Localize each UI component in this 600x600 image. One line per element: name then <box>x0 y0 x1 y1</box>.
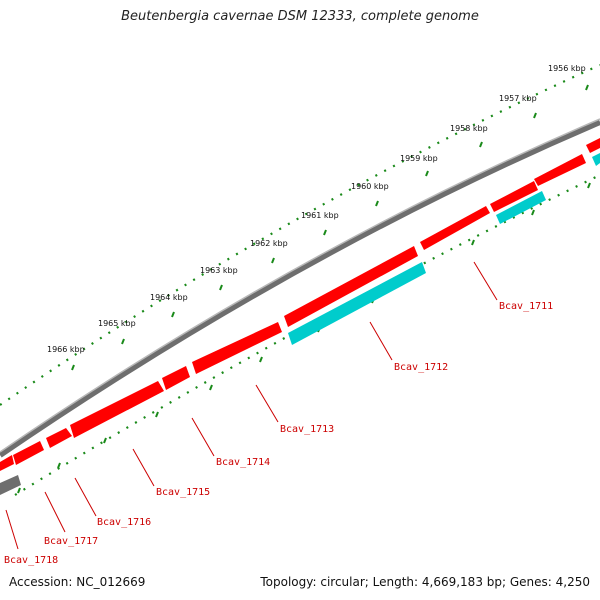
kbp-tick-label: 1959 kbp <box>400 154 438 163</box>
kbp-tick-label: 1958 kbp <box>450 124 488 133</box>
kbp-tick-mark <box>479 141 483 148</box>
kbp-tick-mark <box>271 257 275 264</box>
gene-arrow-fwd-e[interactable] <box>586 138 600 153</box>
inner-tick-mark <box>17 487 21 494</box>
kbp-tick-label: 1960 kbp <box>351 182 389 191</box>
reverse-genes <box>288 153 600 345</box>
label-leader-lines <box>5 261 498 550</box>
inner-tick-mark <box>587 182 591 189</box>
map-title: Beutenbergia cavernae DSM 12333, complet… <box>121 9 479 24</box>
gene-arrow-fwd-d[interactable] <box>534 154 586 186</box>
gene-arrow-bcav-1711[interactable] <box>496 191 546 224</box>
genome-backbone-highlight <box>0 118 600 453</box>
gene-arrow-grey[interactable] <box>0 475 21 495</box>
accession-text: Accession: NC_012669 <box>9 575 146 589</box>
gene-arrow-bcav-1714[interactable] <box>162 366 190 390</box>
gene-arrow-fwd-c[interactable] <box>490 181 538 212</box>
gene-arrow-bcav-1712[interactable] <box>288 262 426 345</box>
kbp-tick-label: 1962 kbp <box>250 239 288 248</box>
gene-arrow-bcav-1715[interactable] <box>70 381 164 438</box>
gene-arrow-bcav-1713[interactable] <box>192 322 282 374</box>
gene-arrow-bcav-1716[interactable] <box>46 428 72 448</box>
gene-label-bcav-1716[interactable]: Bcav_1716 <box>97 517 151 528</box>
kbp-tick-mark <box>585 84 589 91</box>
kbp-tick-mark <box>323 229 327 236</box>
kbp-tick-mark <box>425 170 429 177</box>
kbp-tick-label: 1961 kbp <box>301 211 339 220</box>
gene-arrow-fwd-b[interactable] <box>420 206 490 250</box>
gene-label-bcav-1717[interactable]: Bcav_1717 <box>44 536 98 547</box>
kbp-tick-label: 1966 kbp <box>47 345 85 354</box>
genome-backbone <box>0 119 600 458</box>
kbp-tick-label: 1957 kbp <box>499 94 537 103</box>
forward-genes <box>0 138 600 471</box>
inner-tick-mark <box>155 411 159 418</box>
kbp-tick-labels: 1956 kbp 1957 kbp 1958 kbp 1959 kbp 1960 kbp… <box>47 64 586 354</box>
gene-label-bcav-1718[interactable]: Bcav_1718 <box>4 555 58 566</box>
kbp-tick-mark <box>219 284 223 291</box>
inner-tick-mark <box>57 462 61 469</box>
kbp-tick-label: 1956 kbp <box>548 64 586 73</box>
kbp-tick-mark <box>71 364 75 371</box>
kbp-tick-mark <box>171 311 175 318</box>
gene-label-bcav-1713[interactable]: Bcav_1713 <box>280 424 334 435</box>
gene-label-bcav-1715[interactable]: Bcav_1715 <box>156 487 210 498</box>
gene-arrow-bcav-1717[interactable] <box>13 441 44 465</box>
gene-label-bcav-1714[interactable]: Bcav_1714 <box>216 457 270 468</box>
inner-tick-mark <box>531 209 535 216</box>
inner-tick-mark <box>471 239 475 246</box>
inner-tick-mark <box>209 384 213 391</box>
gene-label-bcav-1711[interactable]: Bcav_1711 <box>499 301 553 312</box>
gene-labels: Bcav_1711 Bcav_1712 Bcav_1713 Bcav_1714 … <box>4 301 553 566</box>
outer-dotted-ring <box>0 63 600 406</box>
gene-arrow-fwd-a[interactable] <box>284 246 418 327</box>
inner-tick-mark <box>259 356 263 363</box>
inner-tick-mark <box>103 437 107 444</box>
kbp-tick-mark <box>533 112 537 119</box>
kbp-tick-label: 1963 kbp <box>200 266 238 275</box>
topology-summary-text: Topology: circular; Length: 4,669,183 bp… <box>260 575 590 589</box>
gene-arrow-rev-edge[interactable] <box>592 153 600 166</box>
kbp-tick-label: 1965 kbp <box>98 319 136 328</box>
gene-label-bcav-1712[interactable]: Bcav_1712 <box>394 362 448 373</box>
kbp-tick-marks <box>71 84 589 371</box>
kbp-tick-mark <box>375 200 379 207</box>
gene-arrow-bcav-1718-part[interactable] <box>0 455 14 471</box>
kbp-tick-label: 1964 kbp <box>150 293 188 302</box>
kbp-tick-mark <box>121 338 125 345</box>
